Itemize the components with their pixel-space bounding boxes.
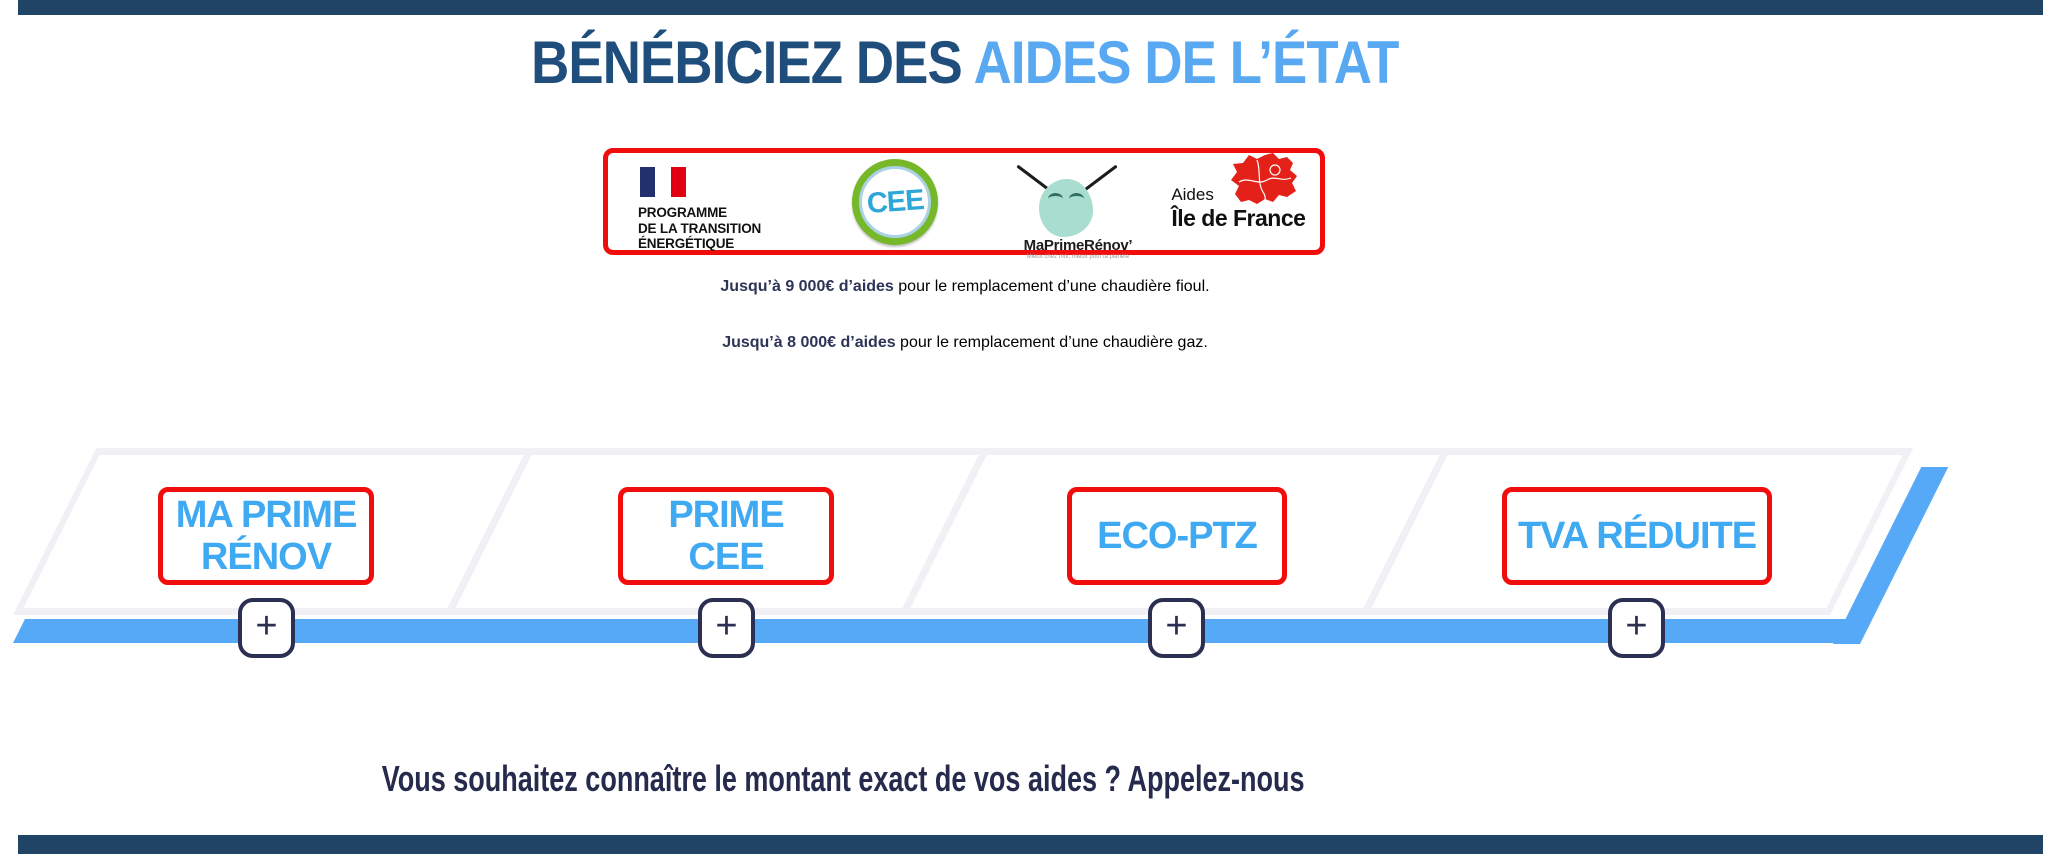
plus-icon: + [715,604,738,647]
aid-label: CEE [688,536,764,578]
mascot-eye-icon [1047,193,1063,205]
title-accent-part: AIDES DE L’ÉTAT [961,29,1400,96]
programme-label: PROGRAMME DE LA TRANSITION ÉNERGÉTIQUE [638,205,761,252]
maprimerenov-mascot-icon [1038,179,1093,237]
partner-logos-box: PROGRAMME DE LA TRANSITION ÉNERGÉTIQUE C… [603,148,1325,260]
expand-prime-cee-button[interactable]: + [698,598,755,658]
benefit-rest: pour le remplacement d’une chaudière gaz… [895,334,1208,351]
cee-badge-inner: CEE [859,166,932,238]
plus-icon: + [1625,604,1648,647]
plus-icon: + [255,604,278,647]
expand-tva-reduite-button[interactable]: + [1608,598,1665,658]
aid-box-prime-cee[interactable]: PRIME CEE [618,487,834,585]
benefit-rest: pour le remplacement d’une chaudière fio… [893,278,1210,295]
page-title: BÉNÉBICIEZ DES AIDES DE L’ÉTAT [0,28,1930,97]
aid-box-ma-prime-renov[interactable]: MA PRIME RÉNOV [158,487,374,585]
logo-aides-idf: Aides Île de France [1171,153,1320,250]
benefit-line-gaz: Jusqu’à 8 000€ d’aides pour le remplacem… [0,334,1930,352]
maprimerenov-tagline: Mieux chez moi, mieux pour la planète [1026,254,1130,260]
aides-idf-line1: Aides [1171,185,1214,204]
aid-box-tva-reduite[interactable]: TVA RÉDUITE [1502,487,1772,585]
title-dark-part: BÉNÉBICIEZ DES [531,29,963,96]
aid-label: ECO-PTZ [1097,515,1258,557]
mascot-eye-icon [1068,193,1084,205]
aid-label: PRIME [668,494,784,536]
aid-label: RÉNOV [200,536,332,578]
bottom-accent-bar [18,835,2043,854]
benefit-amount: Jusqu’à 9 000€ d’aides [720,278,894,295]
idf-map-icon [1231,153,1298,205]
logo-programme-transition: PROGRAMME DE LA TRANSITION ÉNERGÉTIQUE [634,153,814,252]
programme-line3: ÉNERGÉTIQUE [638,236,735,251]
benefit-amount: Jusqu’à 8 000€ d’aides [722,334,896,351]
aides-idf-label: Aides Île de France [1171,185,1306,232]
french-flag-icon [640,167,686,197]
aid-label: TVA RÉDUITE [1517,515,1757,557]
aides-idf-line2: Île de France [1171,205,1306,231]
logo-maprimerenov: MaPrimeRénov’ Mieux chez moi, mieux pour… [983,153,1171,260]
cta-text: Vous souhaitez connaître le montant exac… [0,758,1686,800]
expand-eco-ptz-button[interactable]: + [1148,598,1205,658]
top-accent-bar [18,0,2043,15]
cee-badge-icon: CEE [852,159,939,245]
maprimerenov-label: MaPrimeRénov’ [1023,237,1133,254]
programme-line2: DE LA TRANSITION [638,220,762,236]
cta-label: Vous souhaitez connaître le montant exac… [381,758,1305,799]
logo-cee: CEE [814,153,983,250]
aid-box-eco-ptz[interactable]: ECO-PTZ [1067,487,1287,585]
programme-line1: PROGRAMME [638,205,727,220]
expand-ma-prime-renov-button[interactable]: + [238,598,295,658]
cee-label: CEE [866,183,925,220]
plus-icon: + [1165,604,1188,647]
aid-label: MA PRIME [175,494,358,536]
benefit-line-fioul: Jusqu’à 9 000€ d’aides pour le remplacem… [0,278,1930,296]
